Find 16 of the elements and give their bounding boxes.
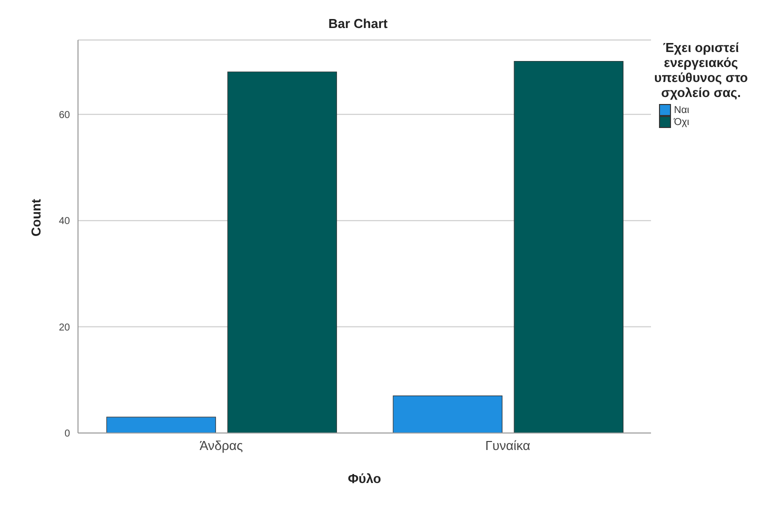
y-axis-title: Count: [28, 198, 44, 236]
chart-title: Bar Chart: [327, 16, 389, 31]
bar: [392, 396, 502, 433]
y-tick-label: 60: [58, 110, 70, 121]
x-tick-label: Άνδρας: [200, 438, 243, 454]
legend-label: Όχι: [674, 116, 690, 128]
x-tick-label: Γυναίκα: [485, 438, 531, 454]
bar: [106, 416, 216, 433]
y-tick-label: 40: [58, 216, 70, 228]
x-axis-title: Φύλο: [348, 471, 382, 486]
bar: [227, 72, 337, 433]
y-tick-label: 20: [58, 322, 70, 334]
legend-label: Ναι: [674, 104, 690, 116]
y-tick-label: 0: [64, 428, 70, 440]
bar: [514, 60, 624, 433]
legend-title: Έχει οριστεί ενεργειακός υπεύθυνος στο σχολείο σας.: [653, 40, 749, 100]
